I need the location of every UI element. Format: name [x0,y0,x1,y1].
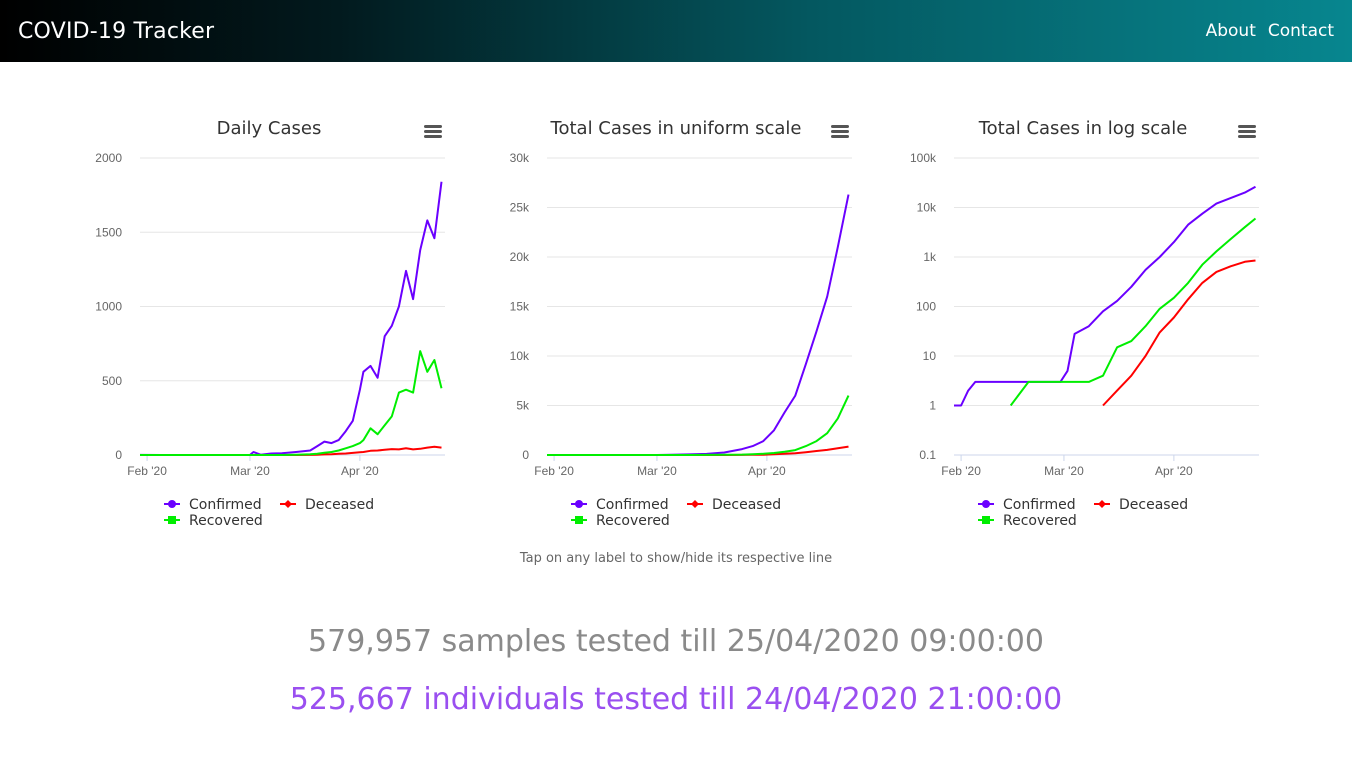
x-tick-label: Apr '20 [1155,464,1193,478]
legend-marker-icon [575,500,583,508]
y-tick-label: 500 [102,374,122,388]
samples-tested-stat: 579,957 samples tested till 25/04/2020 0… [308,624,1044,659]
y-tick-label: 100 [916,300,936,314]
legend-item-confirmed[interactable]: Confirmed [164,497,262,513]
series-line-deceased[interactable] [1102,259,1256,407]
legend-label: Deceased [1119,497,1188,513]
legend-label: Recovered [189,513,263,529]
legend-marker-icon [168,516,176,524]
legend-marker-icon [284,500,292,508]
y-tick-label: 15k [510,300,530,314]
legend-marker-icon [1098,500,1106,508]
nav-links: About Contact [1206,21,1334,41]
x-tick-label: Apr '20 [341,464,379,478]
legend-item-confirmed[interactable]: Confirmed [571,497,669,513]
legend-marker-icon [691,500,699,508]
legend-item-recovered[interactable]: Recovered [978,513,1077,529]
series-line-recovered[interactable] [140,350,443,456]
series-line-deceased[interactable] [140,445,442,456]
legend-label: Deceased [305,497,374,513]
y-tick-label: 20k [510,250,530,264]
legend-item-deceased[interactable]: Deceased [280,497,374,513]
y-tick-label: 1 [929,399,936,413]
y-tick-label: 0.1 [919,448,936,462]
series-line-recovered[interactable] [1009,217,1257,407]
series-line-recovered[interactable] [547,395,850,456]
y-tick-label: 25k [510,201,530,215]
legend-marker-icon [982,516,990,524]
legend-item-deceased[interactable]: Deceased [1094,497,1188,513]
legend-hint: Tap on any label to show/hide its respec… [519,551,833,566]
legend-item-deceased[interactable]: Deceased [687,497,781,513]
y-tick-label: 10k [917,201,937,215]
legend-marker-icon [575,516,583,524]
legend-marker-icon [982,500,990,508]
nav-link-about[interactable]: About [1205,21,1256,41]
individuals-tested-stat: 525,667 individuals tested till 24/04/20… [289,682,1063,717]
chart-title: Total Cases in log scale [978,118,1188,139]
legend-label: Confirmed [189,497,262,513]
legend-label: Confirmed [596,497,669,513]
series-line-confirmed[interactable] [547,194,850,456]
y-tick-label: 30k [510,151,530,165]
x-tick-label: Feb '20 [941,464,981,478]
legend-item-confirmed[interactable]: Confirmed [978,497,1076,513]
legend-item-recovered[interactable]: Recovered [164,513,263,529]
chart-svg: Total Cases in log scale 0.1 1 10 100 1k 10k 10… [910,118,1259,529]
daily-cases-chart: Daily Cases 0 500 1000 1500 2000 Feb '20 Mar '2… [70,105,470,545]
chart-title: Daily Cases [217,118,322,139]
nav-link-contact[interactable]: Contact [1267,21,1334,41]
navbar: COVID-19 Tracker About Contact [0,0,1352,62]
legend-label: Recovered [596,513,670,529]
y-tick-label: 5k [516,399,530,413]
chart-title: Total Cases in uniform scale [550,118,802,139]
y-tick-label: 1500 [95,225,122,239]
chart-svg: Total Cases in uniform scale 0 5k 10k 15k 20k… [510,118,852,529]
legend-marker-icon [168,500,176,508]
hamburger-menu-icon[interactable] [1238,125,1256,138]
legend-item-recovered[interactable]: Recovered [571,513,670,529]
legend-label: Deceased [712,497,781,513]
hamburger-menu-icon[interactable] [424,125,442,138]
y-tick-label: 0 [115,448,122,462]
y-tick-label: 10 [923,349,937,363]
legend-label: Recovered [1003,513,1077,529]
y-tick-label: 2000 [95,151,122,165]
x-tick-label: Apr '20 [748,464,786,478]
y-tick-label: 0 [522,448,529,462]
x-tick-label: Feb '20 [127,464,167,478]
total-cases-uniform-chart: Total Cases in uniform scale 0 5k 10k 15k 20k… [477,105,877,545]
y-tick-label: 1k [923,250,937,264]
y-tick-label: 10k [510,349,530,363]
series-line-confirmed[interactable] [139,181,443,456]
x-tick-label: Mar '20 [1044,464,1084,478]
legend-label: Confirmed [1003,497,1076,513]
brand-title[interactable]: COVID-19 Tracker [18,18,215,44]
y-tick-label: 100k [910,151,937,165]
y-tick-label: 1000 [95,300,122,314]
hamburger-menu-icon[interactable] [831,125,849,138]
total-cases-log-chart: Total Cases in log scale 0.1 1 10 100 1k 10k 10… [884,105,1284,545]
x-tick-label: Feb '20 [534,464,574,478]
x-tick-label: Mar '20 [637,464,677,478]
chart-svg: Daily Cases 0 500 1000 1500 2000 Feb '20 Mar '2… [95,118,445,529]
x-tick-label: Mar '20 [230,464,270,478]
series-line-confirmed[interactable] [954,185,1256,407]
